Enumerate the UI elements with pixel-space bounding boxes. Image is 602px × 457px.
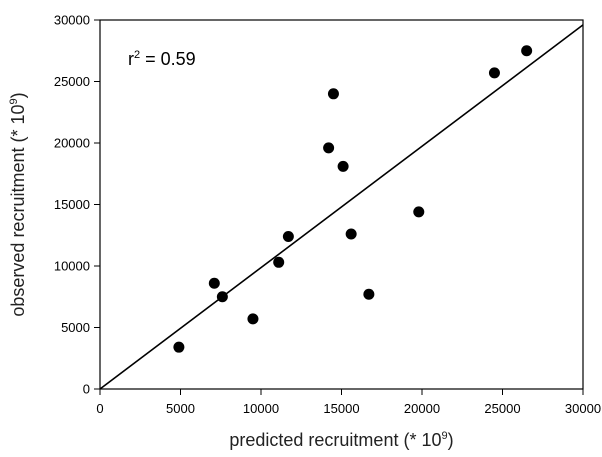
x-tick-label: 25000 (484, 401, 520, 416)
data-point (337, 160, 349, 172)
x-tick-label: 30000 (565, 401, 601, 416)
x-tick-label: 5000 (166, 401, 195, 416)
r-squared-annotation: r2 = 0.59 (128, 49, 196, 69)
data-point (247, 313, 259, 325)
data-points (173, 45, 533, 353)
x-tick-label: 10000 (243, 401, 279, 416)
x-axis-ticks: 0 5000 10000 15000 20000 25000 30000 (96, 389, 601, 416)
x-axis-title: predicted recruitment (* 109) (229, 430, 453, 450)
data-point (363, 288, 375, 300)
regression-line (99, 24, 584, 390)
data-point (208, 277, 220, 289)
x-tick-label: 20000 (404, 401, 440, 416)
x-tick-label: 0 (96, 401, 103, 416)
data-point (488, 67, 500, 79)
data-point (521, 45, 533, 57)
x-tick-label: 15000 (323, 401, 359, 416)
data-point (413, 206, 425, 218)
y-tick-label: 30000 (54, 13, 90, 28)
data-point (173, 341, 185, 353)
y-tick-label: 10000 (54, 259, 90, 274)
data-point (327, 88, 339, 100)
data-point (282, 230, 294, 242)
data-point (273, 256, 285, 268)
data-point (345, 228, 357, 240)
y-axis-title: observed recruitment (* 109) (8, 92, 28, 316)
y-axis-ticks: 0 5000 10000 15000 20000 25000 30000 (54, 13, 100, 397)
data-point (323, 142, 335, 154)
y-tick-label: 5000 (61, 320, 90, 335)
y-tick-label: 25000 (54, 74, 90, 89)
y-tick-label: 15000 (54, 197, 90, 212)
data-point (216, 291, 228, 303)
y-tick-label: 20000 (54, 136, 90, 151)
y-tick-label: 0 (83, 382, 90, 397)
